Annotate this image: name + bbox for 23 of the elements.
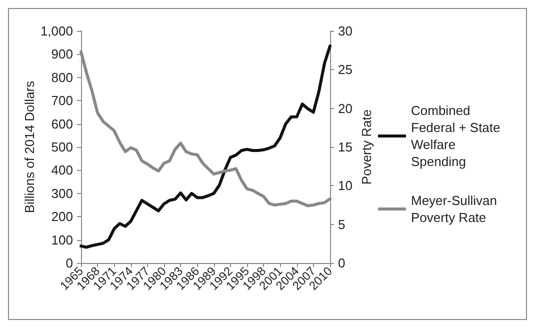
y-tick-label: 900: [51, 46, 73, 62]
y-tick-label: 400: [51, 162, 73, 178]
legend-label: Meyer-Sullivan Poverty Rate: [411, 193, 501, 225]
y-tick-label: 800: [51, 70, 73, 85]
y-tick-label: 200: [51, 209, 73, 224]
y-tick-label: 700: [51, 93, 73, 108]
y-tick-label: 300: [51, 186, 73, 201]
y2-tick-label: 30: [338, 24, 352, 38]
legend-label: Combined Federal + State Welfare Spending: [411, 103, 504, 169]
y2-tick-label: 15: [338, 140, 352, 154]
y2-tick-label: 5: [338, 216, 346, 232]
y2-tick-label: 0: [338, 256, 346, 270]
y-tick-label: 600: [51, 116, 73, 132]
y2-tick-label: 10: [338, 178, 352, 194]
y-tick-label: 100: [51, 232, 73, 248]
line-series: [80, 44, 332, 249]
y2-tick-label: 20: [338, 100, 352, 116]
y-tick-label: 0: [66, 256, 73, 270]
y2-axis-title: Poverty Rate: [359, 109, 374, 185]
y-axis-title: Billions of 2014 Dollars: [22, 80, 37, 214]
y-tick-label: 500: [51, 140, 73, 154]
y2-tick-label: 25: [338, 62, 352, 78]
y-tick-label: 1,000: [40, 24, 73, 38]
